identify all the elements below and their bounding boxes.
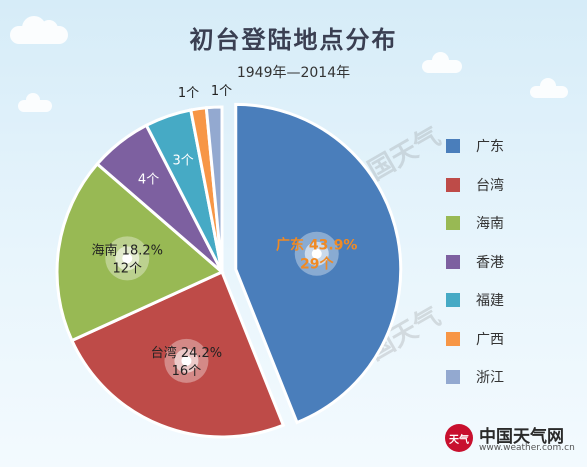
brand-url: www.weather.com.cn bbox=[479, 443, 575, 453]
pie-slice bbox=[204, 105, 224, 273]
legend-item: 广东 bbox=[446, 127, 504, 166]
legend-label: 福建 bbox=[476, 293, 504, 310]
legend-swatch bbox=[446, 216, 460, 231]
legend-label: 浙江 bbox=[476, 370, 504, 387]
brand-name: 中国天气网 bbox=[479, 427, 564, 447]
legend-label: 香港 bbox=[476, 254, 504, 271]
legend-item: 广西 bbox=[446, 320, 504, 359]
legend-item: 台湾 bbox=[446, 166, 504, 205]
legend-item: 海南 bbox=[446, 204, 504, 243]
slice-count-label: 29个 bbox=[300, 256, 334, 273]
typhoon-icon bbox=[294, 231, 339, 276]
legend-swatch bbox=[446, 370, 460, 385]
chart-title: 初台登陆地点分布 bbox=[189, 26, 398, 54]
legend-label: 广西 bbox=[476, 331, 504, 348]
legend-label: 台湾 bbox=[476, 177, 504, 194]
cloud-decoration bbox=[422, 52, 462, 73]
cloud-decoration bbox=[530, 78, 568, 98]
slice-count-label: 1个 bbox=[211, 84, 232, 99]
brand-logo-icon: 天气 bbox=[445, 424, 473, 452]
legend-item: 香港 bbox=[446, 243, 504, 282]
legend-label: 海南 bbox=[476, 216, 504, 233]
cloud-decoration bbox=[10, 16, 68, 44]
typhoon-icon bbox=[105, 236, 150, 281]
legend-swatch bbox=[446, 177, 460, 192]
legend-swatch bbox=[446, 331, 460, 346]
slice-label: 海南 18.2% bbox=[92, 242, 163, 258]
legend-swatch bbox=[446, 254, 460, 269]
cloud-decoration bbox=[18, 93, 52, 112]
legend-label: 广东 bbox=[476, 139, 504, 156]
legend: 广东台湾海南香港福建广西浙江 bbox=[446, 127, 504, 397]
slice-count-label: 12个 bbox=[113, 261, 143, 276]
slice-count-label: 4个 bbox=[138, 173, 159, 188]
typhoon-icon bbox=[164, 338, 209, 383]
pie-slice bbox=[55, 161, 225, 343]
legend-item: 福建 bbox=[446, 281, 504, 320]
legend-swatch bbox=[446, 139, 460, 154]
slice-count-label: 3个 bbox=[173, 154, 194, 169]
chart-subtitle: 1949年—2014年 bbox=[236, 65, 351, 81]
slice-count-label: 1个 bbox=[178, 86, 199, 101]
slice-label: 广东 43.9% bbox=[276, 237, 357, 254]
slice-label: 台湾 24.2% bbox=[151, 345, 222, 361]
legend-item: 浙江 bbox=[446, 358, 504, 397]
slice-count-label: 16个 bbox=[172, 364, 202, 379]
legend-swatch bbox=[446, 293, 460, 308]
